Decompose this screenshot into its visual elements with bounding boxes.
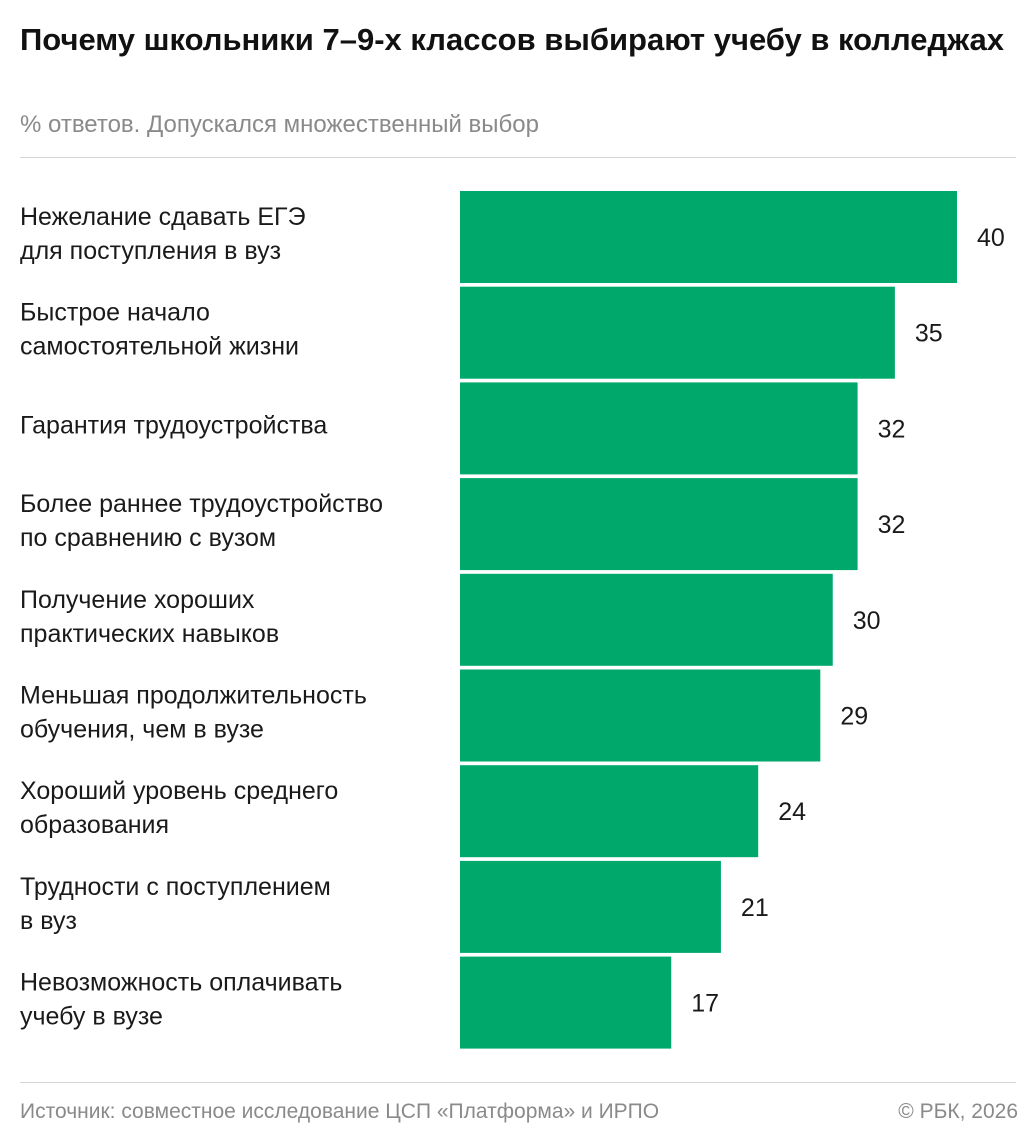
category-label: Нежелание сдавать ЕГЭ для поступления в в… <box>20 203 306 265</box>
data-label: 40 <box>977 224 1005 252</box>
category-label-line: по сравнению с вузом <box>20 524 276 552</box>
top-divider <box>20 157 1016 158</box>
bar <box>460 573 833 666</box>
bar <box>460 860 721 953</box>
category-label-line: Хороший уровень среднего <box>20 777 338 805</box>
category-label-line: Быстрое начало <box>20 299 210 327</box>
bar <box>460 956 672 1049</box>
bar <box>460 669 821 762</box>
bar <box>460 286 895 379</box>
category-label: Невозможность оплачивать учебу в вузе <box>20 969 342 1031</box>
category-label: Трудности с поступлением в вуз <box>20 873 331 935</box>
bar <box>460 765 759 858</box>
category-label: Хороший уровень среднего образования <box>20 777 338 839</box>
bar <box>460 382 858 475</box>
category-label-line: Гарантия трудоустройства <box>20 411 327 439</box>
category-label-line: Более раннее трудоустройство <box>20 490 383 518</box>
data-label: 24 <box>778 798 806 826</box>
bar <box>460 191 957 283</box>
category-label-line: Нежелание сдавать ЕГЭ <box>20 203 306 231</box>
data-label: 21 <box>741 894 769 922</box>
category-label: Меньшая продолжительность обучения, чем в… <box>20 682 367 744</box>
data-label: 32 <box>878 511 906 539</box>
category-label-line: образования <box>20 811 169 839</box>
chart-subtitle: % ответов. Допускался множественный выбо… <box>20 111 539 138</box>
data-label: 35 <box>915 320 943 348</box>
data-label: 32 <box>878 415 906 443</box>
copyright-note: © РБК, 2026 <box>898 1100 1018 1123</box>
category-label-line: в вуз <box>20 907 77 935</box>
category-label-line: для поступления в вуз <box>20 237 281 265</box>
data-label: 30 <box>853 607 881 635</box>
bar <box>460 478 858 571</box>
category-label: Получение хороших практических навыков <box>20 586 279 648</box>
bottom-divider <box>20 1082 1016 1083</box>
category-label-line: обучения, чем в вузе <box>20 716 264 744</box>
category-label-line: Трудности с поступлением <box>20 873 331 901</box>
category-label-line: Невозможность оплачивать <box>20 969 342 997</box>
category-label: Гарантия трудоустройства <box>20 411 327 439</box>
data-label: 17 <box>691 990 719 1018</box>
category-label-line: Получение хороших <box>20 586 255 614</box>
category-label-line: учебу в вузе <box>20 1003 163 1031</box>
category-label: Быстрое начало самостоятельной жизни <box>20 299 299 361</box>
category-label-line: Меньшая продолжительность <box>20 682 367 710</box>
chart-title: Почему школьники 7–9-х классов выбирают … <box>20 22 1005 57</box>
category-label-line: практических навыков <box>20 620 279 648</box>
source-note: Источник: совместное исследование ЦСП «П… <box>20 1100 660 1123</box>
category-label-line: самостоятельной жизни <box>20 333 299 361</box>
data-label: 29 <box>840 703 868 731</box>
category-label: Более раннее трудоустройство по сравнению… <box>20 490 383 552</box>
